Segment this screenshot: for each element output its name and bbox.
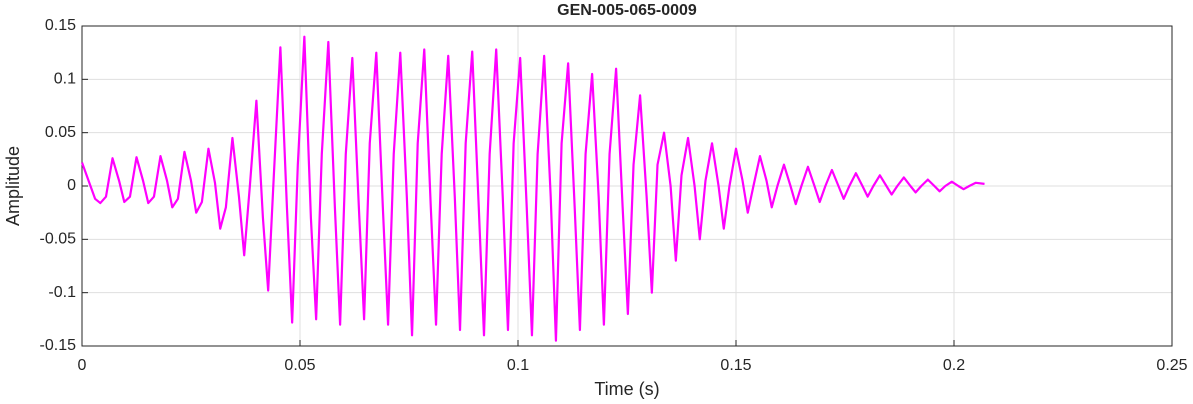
y-tick-label: -0.15 (40, 337, 77, 354)
y-tick-label: 0 (67, 177, 76, 194)
axes-box (81, 25, 1173, 347)
chart-title: GEN-005-065-0009 (557, 2, 697, 19)
x-tick-label: 0.25 (1156, 357, 1187, 374)
y-axis-label: Amplitude (3, 146, 23, 226)
x-axis-label: Time (s) (594, 379, 659, 399)
x-tick-label: 0.15 (720, 357, 751, 374)
waveform-line (80, 35, 985, 342)
x-tick-label: 0.05 (284, 357, 315, 374)
x-tick-label: 0.1 (507, 357, 529, 374)
x-tick-label: 0.2 (943, 357, 965, 374)
y-tick-label: 0.1 (54, 71, 76, 88)
y-tick-label: 0.15 (45, 17, 76, 34)
x-tick-label: 0 (78, 357, 87, 374)
y-tick-label: 0.05 (45, 124, 76, 141)
y-tick-label: -0.1 (48, 284, 76, 301)
y-tick-label: -0.05 (40, 231, 77, 248)
